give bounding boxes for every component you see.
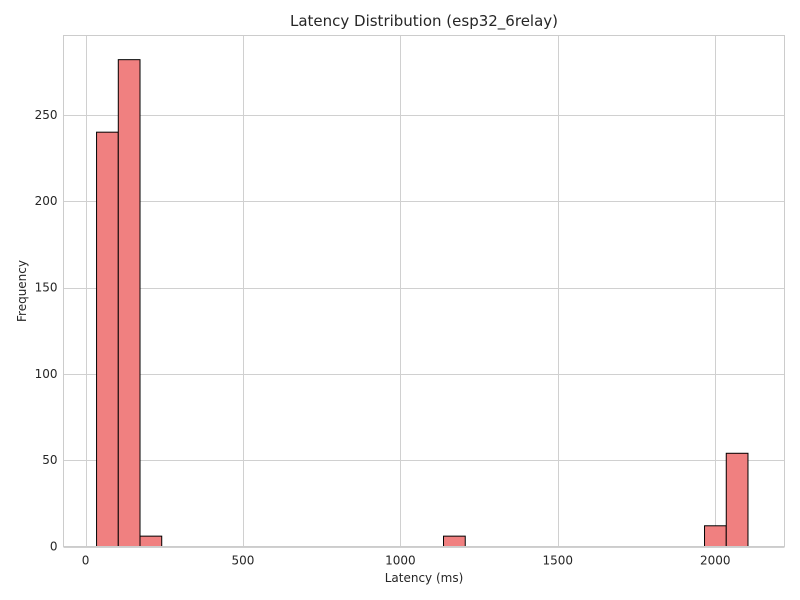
x-tick-labels: 0 500 1000 1500 2000 [82, 554, 731, 568]
histogram-bar [139, 535, 163, 548]
histogram-bar [725, 452, 749, 548]
y-tick-label: 50 [42, 453, 57, 467]
y-tick-label: 0 [50, 540, 58, 554]
x-tick-label: 1000 [385, 554, 416, 568]
y-tick-labels: 0 50 100 150 200 250 [35, 108, 58, 554]
chart-title: Latency Distribution (esp32_6relay) [290, 12, 558, 31]
y-tick-label: 150 [35, 281, 58, 295]
x-axis-label: Latency (ms) [385, 571, 464, 585]
plot-frame [63, 35, 785, 547]
x-tick-label: 1500 [543, 554, 574, 568]
histogram-bar [443, 535, 466, 548]
x-tick-label: 2000 [700, 554, 731, 568]
bars [96, 59, 749, 548]
y-axis-label: Frequency [15, 260, 29, 322]
histogram-bar [117, 59, 141, 548]
grid-lines [63, 35, 785, 548]
x-tick-label: 500 [232, 554, 255, 568]
histogram-bar [704, 525, 727, 548]
histogram-bar [96, 131, 119, 547]
x-tick-label: 0 [82, 554, 90, 568]
y-tick-label: 250 [35, 108, 58, 122]
y-tick-label: 100 [35, 367, 58, 381]
y-tick-label: 200 [35, 194, 58, 208]
